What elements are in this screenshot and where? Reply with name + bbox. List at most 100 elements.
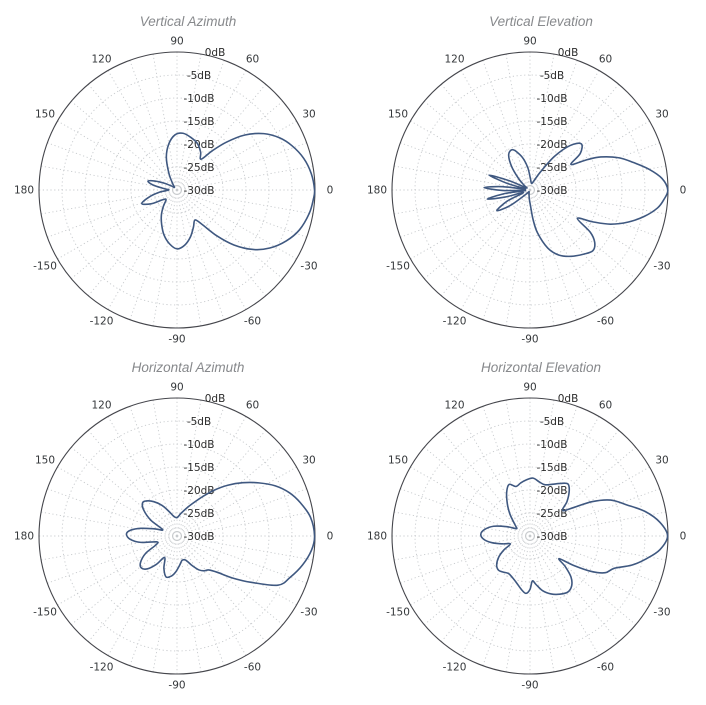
grid-spoke xyxy=(176,165,313,191)
db-tick-label: -20dB xyxy=(536,485,567,497)
grid-ring xyxy=(483,143,577,237)
db-tick-labels: 0dB -5dB -10dB -15dB -20dB -25dB -30dB xyxy=(536,47,578,197)
angle-tick-label: -30 xyxy=(653,607,670,619)
chart-title: Horizontal Elevation xyxy=(481,360,601,375)
grid-spoke xyxy=(176,120,297,191)
angle-tick-label: -90 xyxy=(168,680,185,692)
grid-spoke xyxy=(529,511,666,537)
angle-tick-label: -60 xyxy=(597,661,614,673)
polar-grid xyxy=(38,397,316,675)
grid-spoke xyxy=(176,189,267,296)
grid-ring xyxy=(437,97,623,283)
db-tick-labels: 0dB -5dB -10dB -15dB -20dB -25dB -30dB xyxy=(536,393,578,543)
grid-spoke xyxy=(529,165,666,191)
angle-tick-label: 150 xyxy=(388,108,408,120)
grid-spoke xyxy=(57,120,178,191)
grid-spoke xyxy=(176,511,313,537)
polar-chart-horizontal-azimuth: Horizontal Azimuth 0 30 60 90 120 150 180 -150 -… xyxy=(0,353,353,705)
grid-ring xyxy=(61,420,293,652)
radiation-pattern-curve xyxy=(125,481,316,587)
angle-tick-label: 30 xyxy=(655,108,668,120)
db-tick-label: -15dB xyxy=(536,116,567,128)
angle-tick-label: 30 xyxy=(302,454,315,466)
angle-tick-label: -30 xyxy=(300,261,317,273)
grid-spoke xyxy=(394,189,531,215)
angle-tick-label: -60 xyxy=(244,661,261,673)
grid-spoke xyxy=(152,535,178,672)
grid-spoke xyxy=(107,416,178,537)
angle-tick-label: -90 xyxy=(521,334,538,346)
grid-spoke xyxy=(529,535,600,656)
grid-spoke xyxy=(176,535,247,656)
angle-tick-label: -150 xyxy=(33,607,57,619)
angle-tick-labels: 0 30 60 90 120 150 180 -150 -120 -90 -60 -30 xyxy=(367,36,686,346)
grid-ring xyxy=(153,166,201,214)
angle-tick-label: 90 xyxy=(523,382,536,394)
angle-tick-label: 120 xyxy=(91,400,111,412)
grid-spoke xyxy=(400,189,531,238)
angle-tick-label: 60 xyxy=(599,400,612,412)
grid-spoke xyxy=(460,416,531,537)
angle-tick-labels: 0 30 60 90 120 150 180 -150 -120 -90 -60 -30 xyxy=(367,382,686,692)
chart-title: Horizontal Azimuth xyxy=(132,360,245,375)
angle-tick-label: 30 xyxy=(302,108,315,120)
angle-tick-label: 0 xyxy=(327,185,334,197)
grid-spoke xyxy=(87,430,178,537)
db-tick-label: -10dB xyxy=(536,93,567,105)
angle-tick-label: 90 xyxy=(170,382,183,394)
angle-tick-label: 180 xyxy=(367,531,387,543)
db-tick-label: -20dB xyxy=(183,485,214,497)
grid-spoke xyxy=(394,535,531,561)
polar-chart-vertical-azimuth: Vertical Azimuth 0 30 60 90 120 150 180 -150 -12… xyxy=(0,0,353,353)
angle-tick-labels: 0 30 60 90 120 150 180 -150 -120 -90 -60 -30 xyxy=(14,382,333,692)
angle-tick-label: 120 xyxy=(444,400,464,412)
angle-tick-label: -120 xyxy=(443,661,467,673)
db-tick-label: -10dB xyxy=(183,93,214,105)
db-tick-label: -5dB xyxy=(187,416,211,428)
db-tick-label: -25dB xyxy=(536,162,567,174)
db-tick-label: 0dB xyxy=(205,393,226,405)
grid-spoke xyxy=(440,430,531,537)
grid-ring xyxy=(460,466,600,606)
grid-spoke xyxy=(176,488,307,537)
angle-tick-label: -150 xyxy=(386,261,410,273)
db-tick-label: -30dB xyxy=(536,185,567,197)
grid-spoke xyxy=(529,189,600,310)
db-tick-label: -15dB xyxy=(183,116,214,128)
db-tick-label: -15dB xyxy=(183,462,214,474)
angle-tick-label: -30 xyxy=(653,261,670,273)
radiation-pattern-curve xyxy=(480,477,669,596)
db-tick-label: -20dB xyxy=(536,139,567,151)
db-tick-label: 0dB xyxy=(205,47,226,59)
angle-tick-label: -120 xyxy=(443,315,467,327)
grid-ring xyxy=(414,420,646,652)
grid-spoke xyxy=(410,120,531,191)
grid-ring xyxy=(460,120,600,260)
polar-grid xyxy=(38,51,316,329)
radiation-pattern-curve xyxy=(140,132,316,251)
chart-title: Vertical Azimuth xyxy=(140,14,237,29)
grid-spoke xyxy=(529,400,555,537)
grid-ring xyxy=(61,74,293,306)
grid-spoke xyxy=(41,535,178,561)
angle-tick-label: 60 xyxy=(246,400,259,412)
angle-tick-label: -90 xyxy=(521,680,538,692)
grid-spoke xyxy=(460,70,531,191)
grid-spoke xyxy=(460,189,531,310)
grid-spoke xyxy=(529,535,620,642)
grid-spoke xyxy=(505,535,531,672)
angle-tick-labels: 0 30 60 90 120 150 180 -150 -120 -90 -60 -30 xyxy=(14,36,333,346)
angle-tick-label: 180 xyxy=(14,185,34,197)
db-tick-label: -30dB xyxy=(536,531,567,543)
grid-spoke xyxy=(176,142,307,191)
angle-tick-label: 120 xyxy=(91,54,111,66)
db-tick-label: -5dB xyxy=(540,70,564,82)
angle-tick-label: 0 xyxy=(680,185,687,197)
db-tick-label: 0dB xyxy=(558,393,579,405)
grid-spoke xyxy=(176,189,297,260)
angle-tick-label: 150 xyxy=(35,108,55,120)
db-tick-label: 0dB xyxy=(558,47,579,59)
angle-tick-label: -90 xyxy=(168,334,185,346)
grid-ring xyxy=(153,512,201,560)
